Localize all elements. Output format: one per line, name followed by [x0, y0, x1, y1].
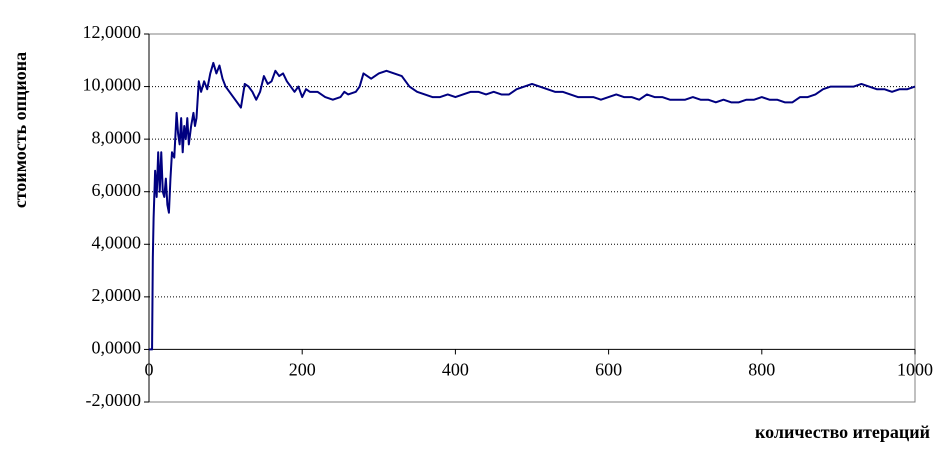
- y-tick-label: 6,0000: [92, 180, 142, 200]
- x-tick-label: 600: [595, 360, 622, 380]
- y-tick-label: 2,0000: [92, 285, 142, 305]
- x-tick-label: 400: [442, 360, 469, 380]
- x-tick-label: 0: [145, 360, 154, 380]
- plot-frame: [148, 33, 916, 403]
- y-tick-label: 8,0000: [92, 127, 142, 147]
- x-axis-title: количество итераций: [755, 422, 930, 442]
- y-tick-label: -2,0000: [86, 390, 142, 410]
- y-axis-title: стоимость опциона: [10, 52, 30, 208]
- x-tick-label: 1000: [897, 360, 933, 380]
- x-tick-label: 800: [748, 360, 775, 380]
- x-tick-label: 200: [289, 360, 316, 380]
- data-line: [149, 61, 916, 351]
- y-tick-label: 4,0000: [92, 232, 142, 252]
- y-tick-label: 0,0000: [92, 338, 142, 358]
- y-tick-label: 12,0000: [83, 22, 142, 42]
- y-tick-label: 10,0000: [83, 75, 142, 95]
